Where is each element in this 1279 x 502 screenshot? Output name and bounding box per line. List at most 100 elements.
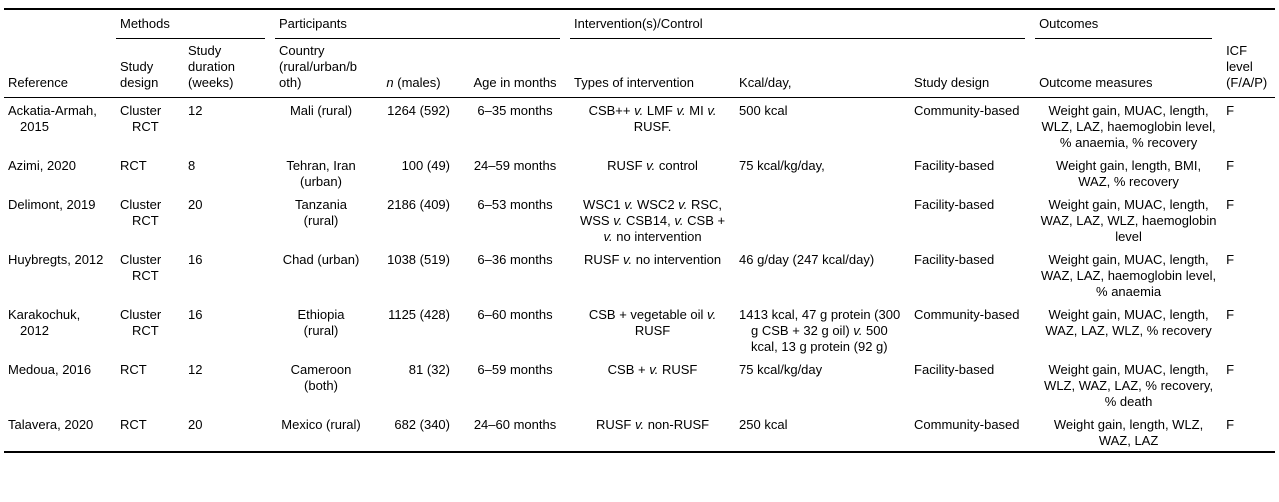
table-row-ackatia-armah: Ackatia-Armah, 2015 Cluster RCT 12 Mali … [4, 98, 1275, 154]
table-row-azimi: Azimi, 2020 RCT 8 Tehran, Iran (urban) 1… [4, 153, 1275, 192]
cell-country: Cameroon (both) [290, 362, 352, 393]
cell-intervention: RUSF v. non-RUSF [595, 417, 710, 432]
cell-icf: F [1226, 417, 1235, 432]
column-header-design: Study design [910, 39, 1036, 98]
cell-duration: 16 [188, 252, 203, 267]
cell-outcomes: Weight gain, MUAC, length, WAZ, LAZ, WLZ… [1040, 197, 1217, 244]
cell-intervention: WSC1 v. WSC2 v. RSC, WSS v. CSB14, v. CS… [579, 197, 726, 244]
cell-country: Mali (rural) [289, 103, 353, 118]
cell-study-design: Cluster RCT [120, 103, 162, 134]
column-header-reference: Reference [4, 39, 116, 98]
cell-duration: 20 [188, 197, 203, 212]
cell-design: Facility-based [914, 158, 995, 173]
cell-reference: Azimi, 2020 [8, 158, 76, 173]
cell-reference: Delimont, 2019 [8, 197, 96, 212]
cell-kcal: 75 kcal/kg/day [739, 362, 823, 377]
cell-country: Chad (urban) [282, 252, 360, 267]
group-label-participants: Participants [275, 16, 561, 39]
cell-study-design: RCT [120, 417, 147, 432]
cell-outcomes: Weight gain, length, WLZ, WAZ, LAZ [1053, 417, 1204, 448]
cell-study-design: RCT [120, 158, 147, 173]
cell-intervention: CSB + v. RUSF [607, 362, 698, 377]
cell-country: Tanzania (rural) [294, 197, 348, 228]
column-header-outcome-measures: Outcome measures [1035, 39, 1223, 98]
group-header-methods: Methods [116, 9, 275, 39]
cell-icf: F [1226, 252, 1235, 267]
cell-study-design: RCT [120, 362, 147, 377]
cell-design: Facility-based [914, 252, 995, 267]
group-header-row: Methods Participants Intervention(s)/Con… [4, 9, 1275, 39]
column-header-row: Reference Study design Study duration (w… [4, 39, 1276, 98]
cell-duration: 12 [188, 103, 203, 118]
cell-age: 6–60 months [477, 307, 553, 322]
cell-outcomes: Weight gain, MUAC, length, WLZ, WAZ, LAZ… [1044, 362, 1214, 409]
cell-design: Facility-based [914, 362, 995, 377]
cell-design: Community-based [914, 103, 1020, 118]
group-label-intervention: Intervention(s)/Control [570, 16, 1026, 39]
cell-duration: 12 [188, 362, 203, 377]
group-header-spacer-right [1222, 9, 1275, 39]
column-header-icf-level: ICF level (F/A/P) [1222, 39, 1276, 98]
cell-kcal [735, 192, 910, 247]
cell-design: Community-based [914, 307, 1020, 322]
group-header-outcomes: Outcomes [1035, 9, 1222, 39]
cell-outcomes: Weight gain, MUAC, length, WLZ, LAZ, hae… [1041, 103, 1216, 150]
cell-reference: Medoua, 2016 [8, 362, 92, 377]
group-header-spacer [4, 9, 116, 39]
cell-n-males: 682 (340) [394, 417, 450, 432]
cell-intervention: RUSF v. control [607, 158, 698, 173]
cell-icf: F [1226, 103, 1235, 118]
column-header-country: Country (rural/urban/both) [275, 39, 367, 98]
cell-kcal: 75 kcal/kg/day, [739, 158, 825, 173]
cell-study-design: Cluster RCT [120, 197, 162, 228]
cell-kcal: 250 kcal [739, 417, 788, 432]
cell-design: Community-based [914, 417, 1020, 432]
group-label-methods: Methods [116, 16, 265, 39]
column-header-intervention-type: Types of intervention [570, 39, 736, 98]
table-row-huybregts: Huybregts, 2012 Cluster RCT 16 Chad (urb… [4, 247, 1275, 302]
cell-outcomes: Weight gain, MUAC, length, WAZ, LAZ, hae… [1041, 252, 1217, 299]
table-row-talavera: Talavera, 2020 RCT 20 Mexico (rural) 682… [4, 412, 1275, 452]
table-row-delimont: Delimont, 2019 Cluster RCT 20 Tanzania (… [4, 192, 1275, 247]
cell-n-males: 100 (49) [401, 158, 450, 173]
cell-age: 6–36 months [477, 252, 553, 267]
cell-reference: Karakochuk, 2012 [8, 307, 81, 338]
column-header-study-design: Study design [116, 39, 184, 98]
group-header-intervention: Intervention(s)/Control [570, 9, 1035, 39]
column-header-n-males: n (males) [367, 39, 460, 98]
cell-kcal: 1413 kcal, 47 g protein (300 g CSB + 32 … [739, 307, 901, 354]
group-header-participants: Participants [275, 9, 570, 39]
cell-age: 24–59 months [473, 158, 557, 173]
table-row-medoua: Medoua, 2016 RCT 12 Cameroon (both) 81 (… [4, 357, 1275, 412]
cell-country: Mexico (rural) [281, 417, 361, 432]
cell-n-males: 1125 (428) [388, 307, 450, 322]
cell-duration: 8 [188, 158, 196, 173]
cell-reference: Ackatia-Armah, 2015 [8, 103, 97, 134]
column-header-duration: Study duration (weeks) [184, 39, 275, 98]
cell-n-males: 1038 (519) [387, 252, 450, 267]
cell-n-males: 1264 (592) [387, 103, 450, 118]
cell-icf: F [1226, 362, 1235, 377]
cell-duration: 20 [188, 417, 203, 432]
cell-outcomes: Weight gain, MUAC, length, WAZ, LAZ, WLZ… [1045, 307, 1212, 338]
column-header-kcal: Kcal/day, [735, 39, 911, 98]
cell-n-males: 81 (32) [408, 362, 450, 377]
cell-intervention: CSB++ v. LMF v. MI v. RUSF. [588, 103, 717, 134]
cell-intervention: CSB + vegetable oil v. RUSF [588, 307, 717, 338]
cell-n-males: 2186 (409) [387, 197, 450, 212]
cell-icf: F [1226, 307, 1235, 322]
study-characteristics-table: Methods Participants Intervention(s)/Con… [4, 8, 1276, 453]
cell-icf: F [1226, 197, 1235, 212]
cell-kcal: 46 g/day (247 kcal/day) [739, 252, 875, 267]
cell-outcomes: Weight gain, length, BMI, WAZ, % recover… [1056, 158, 1202, 189]
cell-age: 24–60 months [473, 417, 557, 432]
column-header-age: Age in months [460, 39, 571, 98]
cell-reference: Talavera, 2020 [8, 417, 94, 432]
cell-design: Facility-based [914, 197, 995, 212]
cell-kcal: 500 kcal [739, 103, 788, 118]
cell-country: Tehran, Iran (urban) [286, 158, 356, 189]
cell-study-design: Cluster RCT [120, 307, 162, 338]
cell-age: 6–59 months [477, 362, 553, 377]
cell-country: Ethiopia (rural) [297, 307, 345, 338]
